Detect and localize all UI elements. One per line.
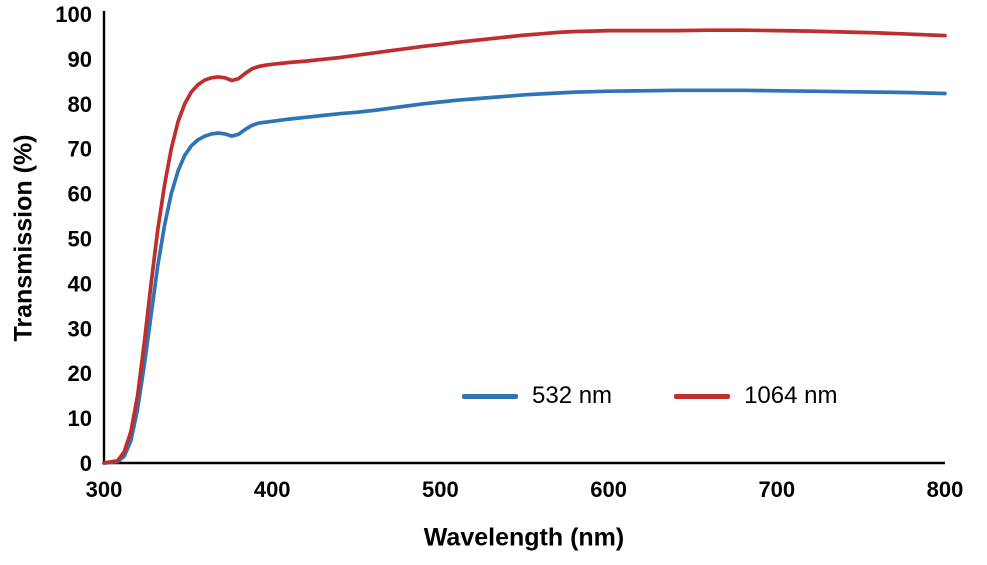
y-tick-label: 10 xyxy=(68,406,92,431)
x-axis-label: Wavelength (nm) xyxy=(423,523,625,552)
y-tick-label: 20 xyxy=(68,361,92,386)
y-tick-label: 70 xyxy=(68,137,92,162)
legend-line-swatch xyxy=(462,393,518,399)
series-line-1064-nm xyxy=(102,28,947,465)
series-line-532-nm xyxy=(102,88,947,465)
x-tick-label: 300 xyxy=(86,477,123,502)
x-tick-label: 500 xyxy=(422,477,459,502)
legend-item-1064-nm: 1064 nm xyxy=(674,382,837,410)
y-tick-label: 50 xyxy=(68,227,92,252)
legend-line-swatch xyxy=(674,393,731,399)
x-tick-label: 400 xyxy=(254,477,291,502)
x-tick-label: 600 xyxy=(590,477,627,502)
y-tick-label: 0 xyxy=(80,451,92,476)
legend: 532 nm 1064 nm xyxy=(462,382,837,410)
y-tick-label: 40 xyxy=(68,271,92,296)
legend-label: 1064 nm xyxy=(744,382,838,409)
y-tick-label: 60 xyxy=(68,182,92,207)
x-tick-label: 800 xyxy=(927,477,964,502)
legend-label: 532 nm xyxy=(532,382,613,409)
x-tick-label: 700 xyxy=(758,477,795,502)
y-tick-label: 80 xyxy=(68,92,92,117)
y-tick-label: 30 xyxy=(68,316,92,341)
y-axis-label: Transmission (%) xyxy=(9,134,38,342)
y-tick-label: 100 xyxy=(55,2,92,27)
y-tick-label: 90 xyxy=(68,47,92,72)
legend-item-532-nm: 532 nm xyxy=(462,382,612,410)
